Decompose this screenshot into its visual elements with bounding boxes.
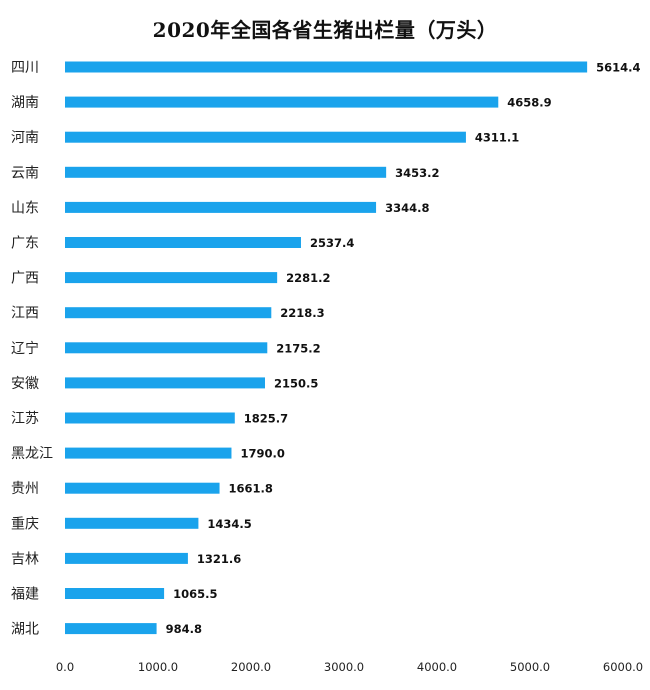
category-label: 广东 [11, 236, 39, 252]
category-label: 重庆 [11, 516, 39, 532]
value-label: 1321.6 [197, 552, 241, 566]
value-label: 1790.0 [240, 447, 284, 461]
value-label: 5614.4 [596, 61, 640, 75]
value-label: 1661.8 [229, 482, 273, 496]
x-tick-label: 6000.0 [603, 660, 643, 674]
value-label: 2218.3 [280, 306, 324, 320]
bar [65, 377, 265, 389]
bar [65, 552, 188, 564]
category-label: 湖南 [11, 95, 39, 111]
category-label: 广西 [11, 271, 39, 287]
bar [65, 412, 235, 424]
value-label: 2281.2 [286, 271, 330, 285]
category-label: 贵州 [11, 481, 39, 497]
bar [65, 307, 272, 319]
chart-title: 2020年全国各省生猪出栏量（万头） [152, 18, 498, 42]
value-label: 1825.7 [244, 412, 288, 426]
value-label: 3453.2 [395, 166, 439, 180]
value-label: 4311.1 [475, 131, 519, 145]
bar [65, 342, 268, 354]
value-label: 2150.5 [274, 376, 318, 390]
value-label: 984.8 [166, 622, 202, 636]
x-tick-label: 5000.0 [510, 660, 550, 674]
bar [65, 482, 220, 494]
category-label: 河南 [11, 130, 39, 146]
value-label: 2175.2 [276, 341, 320, 355]
bar [65, 588, 165, 599]
bar [65, 447, 232, 459]
value-label: 1434.5 [207, 517, 251, 531]
value-label: 2537.4 [310, 236, 354, 250]
x-tick-label: 2000.0 [231, 660, 271, 674]
category-label: 江苏 [11, 411, 39, 427]
x-tick-label: 4000.0 [417, 660, 457, 674]
x-tick-label: 0.0 [56, 660, 74, 674]
value-label: 3344.8 [385, 201, 429, 215]
x-tick-label: 3000.0 [324, 660, 364, 674]
value-label: 1065.5 [173, 587, 217, 601]
value-label: 4658.9 [507, 96, 551, 110]
bar [65, 201, 377, 213]
category-label: 安徽 [11, 376, 39, 392]
category-label: 四川 [11, 60, 39, 76]
bar [65, 96, 499, 108]
bar [65, 237, 301, 248]
bar [65, 272, 278, 284]
bar [65, 517, 199, 529]
bar [65, 131, 466, 143]
bar [65, 166, 387, 178]
category-label: 福建 [11, 587, 39, 603]
category-label: 辽宁 [11, 340, 39, 357]
category-label: 山东 [11, 200, 39, 216]
category-label: 云南 [11, 165, 39, 181]
category-label: 黑龙江 [11, 446, 53, 462]
category-label: 湖北 [11, 622, 39, 638]
x-tick-label: 1000.0 [138, 660, 178, 674]
bar [65, 61, 588, 73]
bar [65, 623, 157, 635]
category-label: 吉林 [11, 551, 39, 567]
category-label: 江西 [11, 306, 39, 322]
